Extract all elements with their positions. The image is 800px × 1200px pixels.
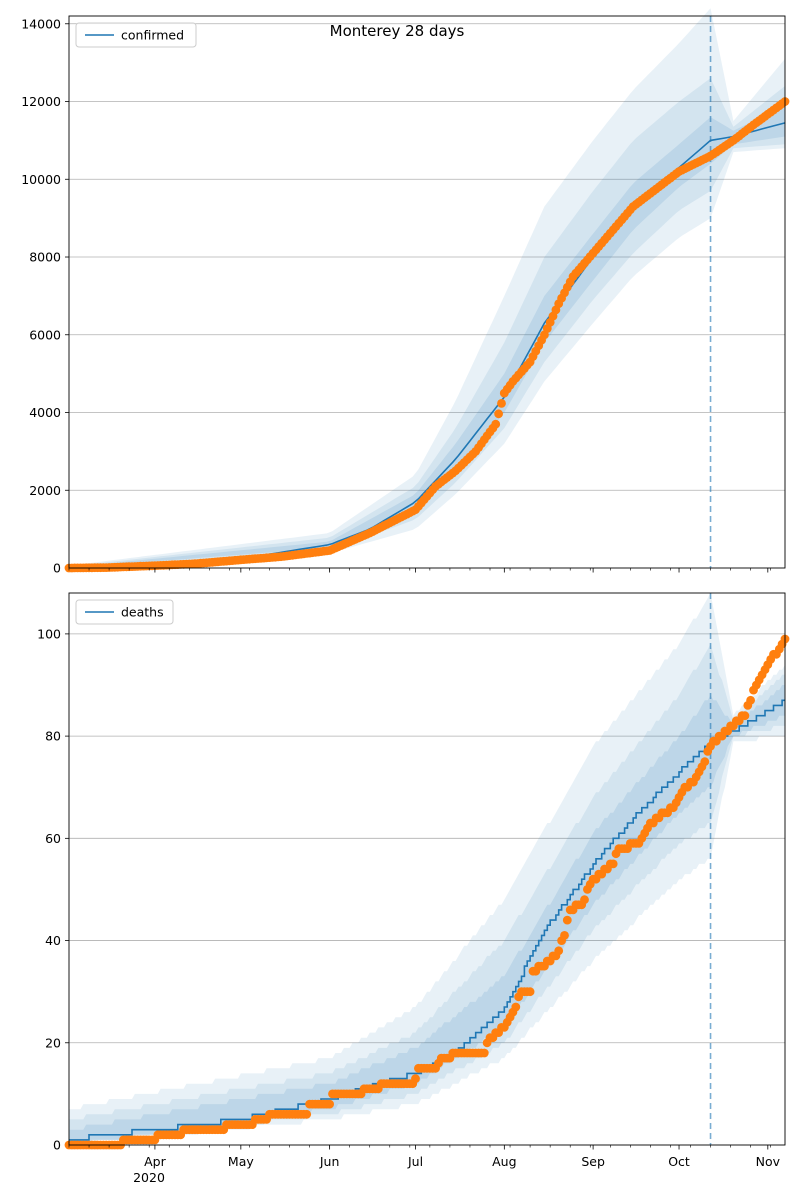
uncertainty-band bbox=[69, 105, 785, 569]
y-tick-label: 4000 bbox=[29, 405, 61, 420]
x-tick-label: May bbox=[228, 1154, 254, 1169]
x-tick-label: Apr bbox=[144, 1154, 166, 1169]
observed-point bbox=[325, 1099, 334, 1109]
axes-frame bbox=[68, 592, 786, 1146]
x-tick-label: Jun bbox=[319, 1154, 340, 1169]
legend-box bbox=[75, 599, 174, 625]
observed-point bbox=[700, 757, 710, 767]
uncertainty-band bbox=[69, 644, 785, 1145]
y-tick-label: 6000 bbox=[29, 327, 61, 342]
x-tick-label: Oct bbox=[668, 1154, 690, 1169]
observed-point bbox=[525, 987, 535, 997]
confirmed-panel: 0 2000 4000 6000 8000 10000 12000 14000 confirme… bbox=[21, 8, 790, 576]
x-tick-label: Aug bbox=[492, 1154, 516, 1169]
observed-point bbox=[580, 895, 589, 905]
y-tick-label: 20 bbox=[45, 1035, 61, 1050]
observed-point bbox=[560, 931, 569, 940]
observed-point bbox=[740, 711, 750, 721]
y-tick-label: 0 bbox=[53, 1138, 61, 1153]
observed-point bbox=[511, 1002, 521, 1012]
axes-frame bbox=[68, 15, 786, 569]
year-label: 2020 bbox=[133, 1170, 165, 1185]
chart-title: Monterey 28 days bbox=[330, 22, 465, 40]
observed-point bbox=[494, 409, 503, 419]
uncertainty-band bbox=[69, 685, 785, 1145]
y-tick-label: 40 bbox=[45, 933, 61, 948]
y-tick-label: 10000 bbox=[21, 172, 61, 187]
legend-label: confirmed bbox=[121, 28, 184, 43]
deaths-panel: 0 20 40 60 80 100 Apr May Jun Jul Aug Sep Oct Nov deat… bbox=[37, 592, 790, 1169]
observed-point bbox=[746, 695, 755, 705]
observed-point bbox=[302, 1109, 312, 1119]
y-tick-label: 8000 bbox=[29, 250, 61, 265]
y-tick-label: 60 bbox=[45, 831, 61, 846]
model-line-deaths bbox=[69, 699, 785, 1141]
y-tick-label: 80 bbox=[45, 729, 61, 744]
observed-point bbox=[497, 399, 506, 408]
uncertainty-band bbox=[69, 593, 785, 1145]
x-tick-label: Jul bbox=[407, 1154, 423, 1169]
uncertainty-band bbox=[69, 8, 785, 568]
observed-point bbox=[554, 946, 564, 956]
y-tick-label: 14000 bbox=[21, 16, 61, 31]
y-tick-label: 12000 bbox=[21, 94, 61, 109]
legend-label: deaths bbox=[121, 605, 164, 620]
y-tick-label: 0 bbox=[53, 561, 61, 576]
observed-point bbox=[562, 915, 572, 925]
y-tick-label: 2000 bbox=[29, 483, 61, 498]
observed-point bbox=[491, 419, 501, 429]
observed-point bbox=[608, 859, 618, 869]
observed-point bbox=[479, 1048, 489, 1058]
uncertainty-band bbox=[69, 78, 785, 568]
y-tick-label: 100 bbox=[37, 626, 61, 641]
x-tick-label: Sep bbox=[581, 1154, 605, 1169]
x-tick-label: Nov bbox=[756, 1154, 781, 1169]
observed-point bbox=[411, 1074, 420, 1083]
legend-box bbox=[75, 22, 197, 48]
